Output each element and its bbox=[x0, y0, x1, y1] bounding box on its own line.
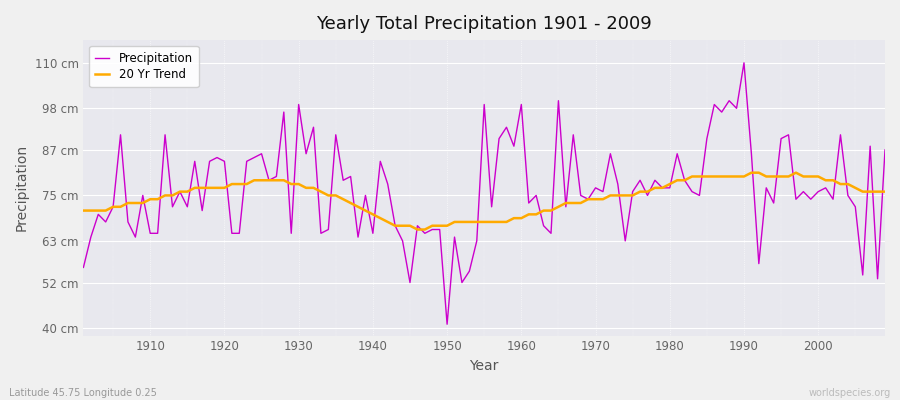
Precipitation bbox=[739, 60, 750, 65]
Text: Latitude 45.75 Longitude 0.25: Latitude 45.75 Longitude 0.25 bbox=[9, 388, 157, 398]
20 Yr Trend bbox=[78, 208, 89, 213]
Title: Yearly Total Precipitation 1901 - 2009: Yearly Total Precipitation 1901 - 2009 bbox=[316, 15, 652, 33]
Precipitation bbox=[138, 193, 148, 198]
Precipitation bbox=[523, 200, 534, 205]
X-axis label: Year: Year bbox=[470, 359, 499, 373]
Precipitation bbox=[516, 102, 526, 107]
Precipitation bbox=[442, 322, 453, 327]
Line: Precipitation: Precipitation bbox=[84, 63, 885, 324]
Precipitation bbox=[879, 148, 890, 152]
Text: worldspecies.org: worldspecies.org bbox=[809, 388, 891, 398]
Precipitation bbox=[301, 151, 311, 156]
Y-axis label: Precipitation: Precipitation bbox=[15, 144, 29, 232]
Precipitation bbox=[346, 174, 356, 179]
Precipitation bbox=[78, 265, 89, 270]
Precipitation bbox=[612, 182, 623, 186]
20 Yr Trend bbox=[612, 193, 623, 198]
20 Yr Trend bbox=[138, 200, 148, 205]
20 Yr Trend bbox=[516, 216, 526, 220]
20 Yr Trend bbox=[301, 186, 311, 190]
Line: 20 Yr Trend: 20 Yr Trend bbox=[84, 173, 885, 230]
20 Yr Trend bbox=[523, 212, 534, 217]
20 Yr Trend bbox=[412, 227, 423, 232]
20 Yr Trend bbox=[346, 200, 356, 205]
20 Yr Trend bbox=[879, 189, 890, 194]
Legend: Precipitation, 20 Yr Trend: Precipitation, 20 Yr Trend bbox=[89, 46, 199, 87]
20 Yr Trend bbox=[746, 170, 757, 175]
